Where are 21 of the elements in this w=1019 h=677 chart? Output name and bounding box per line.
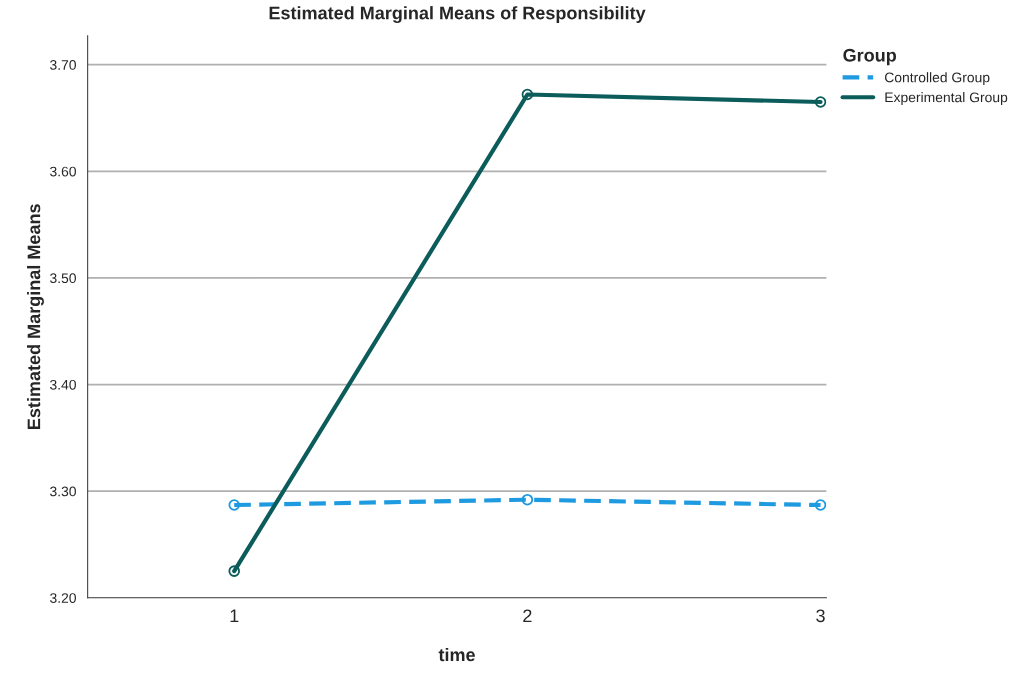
point — [228, 499, 240, 511]
point — [814, 96, 827, 108]
y-tick-label: 3.60 — [50, 166, 76, 177]
legend-title: Group — [843, 48, 897, 66]
y-tick-label: 3.30 — [50, 486, 76, 497]
point — [228, 565, 240, 577]
point — [521, 88, 534, 101]
point — [521, 493, 534, 506]
y-tick-label: 3.50 — [50, 273, 76, 284]
x-axis-title: time — [438, 647, 475, 662]
legend-label: Controlled Group — [884, 72, 990, 86]
x-tick-label: 3 — [816, 609, 825, 623]
y-tick-label: 3.40 — [50, 379, 76, 390]
y-axis-title: Estimated Marginal Means — [27, 204, 44, 429]
x-tick-label: 1 — [230, 609, 239, 622]
legend-label: Experimental Group — [885, 92, 1008, 105]
y-tick-label: 3.70 — [50, 60, 76, 70]
y-tick-label: 3.20 — [50, 593, 76, 603]
x-tick-label: 2 — [523, 609, 532, 622]
point — [814, 499, 827, 511]
chart-title: Estimated Marginal Means of Responsibility — [269, 6, 646, 24]
